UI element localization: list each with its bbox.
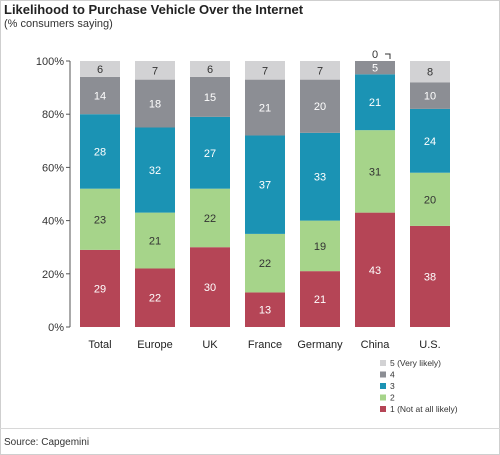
bar-segment [355,130,395,213]
data-label: 10 [424,91,436,103]
bar-segment [190,116,230,189]
bar-segment [80,249,120,327]
bar-segment [300,132,340,221]
data-label: 21 [259,103,271,115]
bar-segment [80,114,120,189]
bar-segment [190,76,230,117]
bar-segment [245,135,285,234]
legend-label: 5 (Very likely) [390,358,441,368]
bar-segment [300,61,340,80]
data-label: 7 [152,65,158,77]
data-label: 6 [97,64,103,76]
bar-segment [245,292,285,327]
bar-segment [300,271,340,327]
bar-segment [355,212,395,327]
data-label: 31 [369,166,381,178]
legend-swatch [380,383,386,389]
data-label: 29 [94,283,106,295]
data-label: 21 [149,236,161,248]
data-label: 23 [94,214,106,226]
bar-segment [135,127,175,213]
x-tick-label: China [361,339,391,351]
bar-segment [135,212,175,269]
data-label: 27 [204,148,216,160]
bar-segment [190,188,230,248]
x-tick-label: U.S. [419,339,440,351]
bar-segment [135,61,175,80]
bar-segment [410,61,450,83]
data-label: 15 [204,92,216,104]
data-label: 8 [427,67,433,79]
y-tick-label: 20% [42,269,64,281]
bar-segment [410,172,450,226]
data-label: 43 [369,265,381,277]
x-tick-label: Total [88,339,111,351]
bar-segment [355,61,395,75]
x-tick-label: UK [202,339,218,351]
data-label: 22 [149,293,161,305]
data-label: 19 [314,241,326,253]
source-note: Source: Capgemini [4,437,90,448]
y-tick-label: 100% [36,56,64,68]
legend-label: 1 (Not at all likely) [390,404,458,414]
stacked-bar-chart: 0%20%40%60%80%100%292328146Total22213218… [36,49,458,414]
bar-segment [300,79,340,133]
bar-segment [80,76,120,115]
data-label: 33 [314,172,326,184]
bar-segment [410,82,450,109]
data-label: 30 [204,282,216,294]
data-label: 22 [259,258,271,270]
legend-label: 3 [390,381,395,391]
y-tick-label: 80% [42,109,64,121]
bar-segment [80,188,120,250]
data-label: 20 [314,101,326,113]
legend-swatch [380,394,386,401]
bar-segment [410,108,450,173]
source-divider [0,428,500,429]
bar-segment [190,61,230,77]
zero-callout-bracket [385,53,391,59]
bar-segment [355,74,395,131]
data-label: 20 [424,194,436,206]
data-label: 22 [204,213,216,225]
bar-segment [190,247,230,327]
data-label: 28 [94,146,106,158]
data-label: 32 [149,165,161,177]
y-tick-label: 40% [42,216,64,228]
bar-segment [135,79,175,128]
x-tick-label: Europe [137,339,172,351]
bar-segment [300,220,340,272]
y-tick-label: 60% [42,162,64,174]
data-label: 21 [369,97,381,109]
data-label: 13 [259,305,271,317]
data-label: 5 [372,63,378,75]
legend-swatch [380,360,386,366]
legend-label: 2 [390,393,395,403]
data-label: 0 [372,49,378,61]
data-label: 7 [262,65,268,77]
legend-swatch [380,406,386,412]
data-label: 6 [207,64,213,76]
data-label: 7 [317,65,323,77]
data-label: 24 [424,136,436,148]
bar-segment [410,225,450,327]
y-tick-label: 0% [48,322,64,334]
data-label: 38 [424,271,436,283]
legend-label: 4 [390,370,395,380]
bar-segment [245,61,285,80]
data-label: 14 [94,91,106,103]
data-label: 21 [314,294,326,306]
x-tick-label: France [248,339,282,351]
chart-subtitle: (% consumers saying) [4,18,113,30]
data-label: 37 [259,180,271,192]
data-label: 18 [149,99,161,111]
bar-segment [80,61,120,77]
bar-segment [245,79,285,136]
bar-segment [245,233,285,293]
chart-title: Likelihood to Purchase Vehicle Over the … [4,2,304,17]
x-tick-label: Germany [297,339,343,351]
legend-swatch [380,371,386,378]
bar-segment [135,268,175,327]
